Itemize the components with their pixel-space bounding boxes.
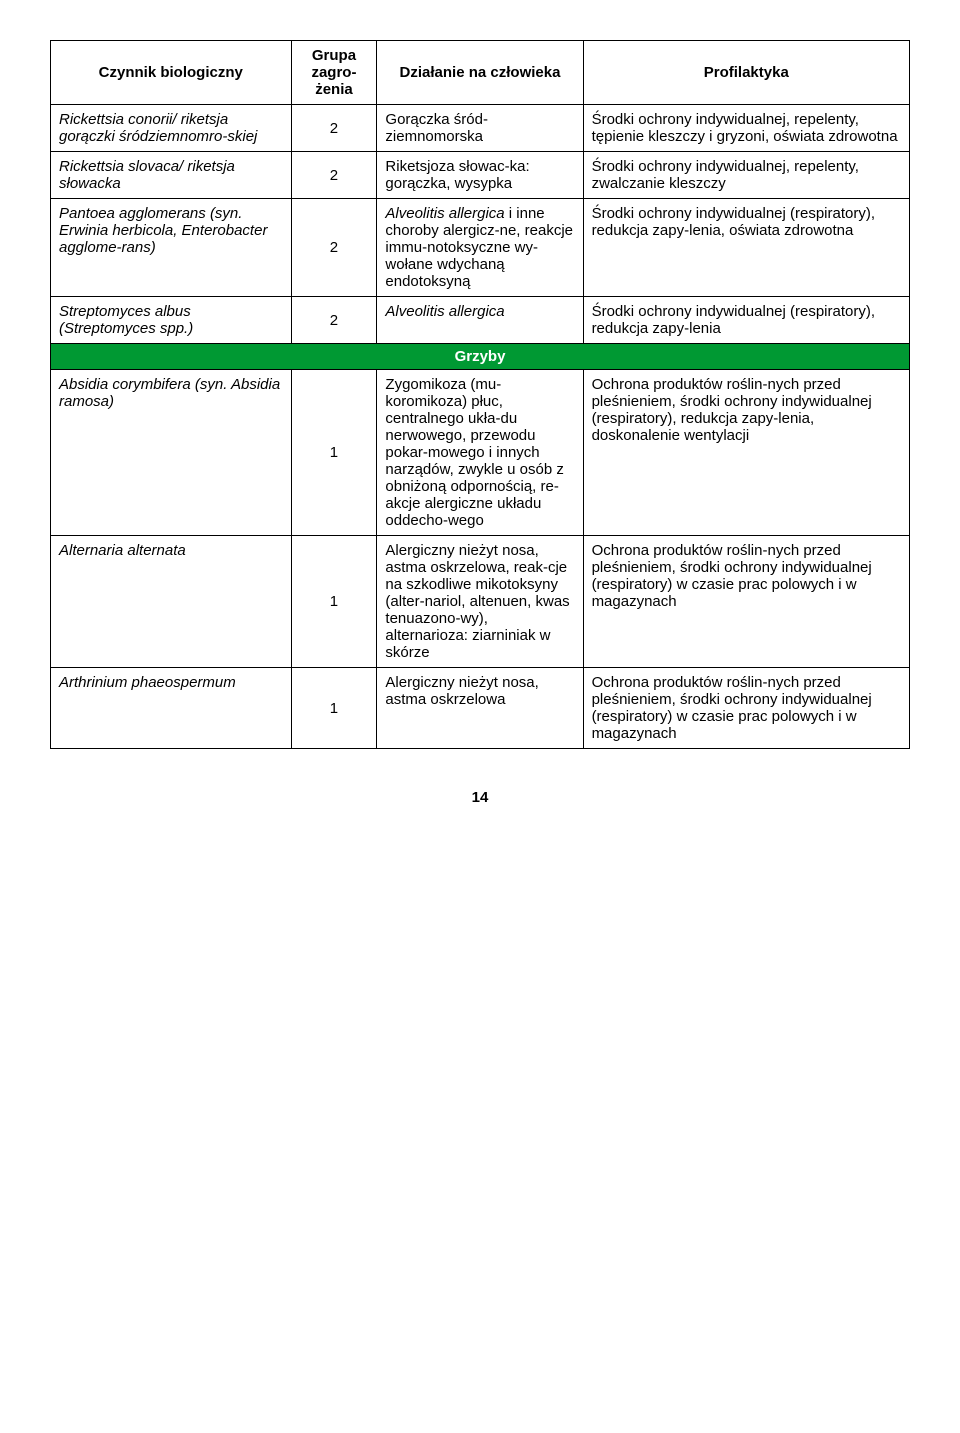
- table-row: Streptomyces albus (Streptomyces spp.)2A…: [51, 297, 910, 344]
- cell-group: 2: [291, 199, 377, 297]
- cell-action: Alveolitis allergica: [377, 297, 583, 344]
- cell-agent: Rickettsia conorii/ riketsja gorączki śr…: [51, 105, 292, 152]
- table-row: Rickettsia slovaca/ riketsja słowacka2Ri…: [51, 152, 910, 199]
- cell-agent: Arthrinium phaeospermum: [51, 668, 292, 749]
- cell-action: Alveolitis allergica i inne choroby aler…: [377, 199, 583, 297]
- cell-prophylaxis: Środki ochrony indywidualnej, repelenty,…: [583, 152, 909, 199]
- section-header-cell: Grzyby: [51, 344, 910, 370]
- cell-group: 2: [291, 297, 377, 344]
- cell-agent: Streptomyces albus (Streptomyces spp.): [51, 297, 292, 344]
- cell-action: Zygomikoza (mu-koromikoza) płuc, central…: [377, 370, 583, 536]
- cell-action: Riketsjoza słowac-ka: gorączka, wysypka: [377, 152, 583, 199]
- table-row: Rickettsia conorii/ riketsja gorączki śr…: [51, 105, 910, 152]
- cell-agent: Absidia corymbifera (syn. Absidia ramosa…: [51, 370, 292, 536]
- cell-prophylaxis: Ochrona produktów roślin-nych przed pleś…: [583, 370, 909, 536]
- header-agent: Czynnik biologiczny: [51, 41, 292, 105]
- header-group: Grupa zagro-żenia: [291, 41, 377, 105]
- table-row: Absidia corymbifera (syn. Absidia ramosa…: [51, 370, 910, 536]
- cell-action: Gorączka śród-ziemnomorska: [377, 105, 583, 152]
- cell-action: Alergiczny nieżyt nosa, astma oskrzelowa…: [377, 536, 583, 668]
- cell-prophylaxis: Ochrona produktów roślin-nych przed pleś…: [583, 536, 909, 668]
- section-header-row: Grzyby: [51, 344, 910, 370]
- cell-prophylaxis: Ochrona produktów roślin-nych przed pleś…: [583, 668, 909, 749]
- page-number: 14: [50, 789, 910, 806]
- cell-agent: Pantoea agglomerans (syn. Erwinia herbic…: [51, 199, 292, 297]
- cell-action: Alergiczny nieżyt nosa, astma oskrzelowa: [377, 668, 583, 749]
- table-row: Arthrinium phaeospermum1Alergiczny nieży…: [51, 668, 910, 749]
- cell-group: 1: [291, 536, 377, 668]
- table-row: Pantoea agglomerans (syn. Erwinia herbic…: [51, 199, 910, 297]
- cell-group: 1: [291, 370, 377, 536]
- bio-agents-table: Czynnik biologiczny Grupa zagro-żenia Dz…: [50, 40, 910, 749]
- table-header-row: Czynnik biologiczny Grupa zagro-żenia Dz…: [51, 41, 910, 105]
- cell-prophylaxis: Środki ochrony indywidualnej (respirator…: [583, 199, 909, 297]
- cell-group: 2: [291, 152, 377, 199]
- cell-agent: Rickettsia slovaca/ riketsja słowacka: [51, 152, 292, 199]
- cell-prophylaxis: Środki ochrony indywidualnej, repelenty,…: [583, 105, 909, 152]
- header-prophylaxis: Profilaktyka: [583, 41, 909, 105]
- cell-prophylaxis: Środki ochrony indywidualnej (respirator…: [583, 297, 909, 344]
- table-row: Alternaria alternata1Alergiczny nieżyt n…: [51, 536, 910, 668]
- cell-group: 2: [291, 105, 377, 152]
- cell-agent: Alternaria alternata: [51, 536, 292, 668]
- cell-group: 1: [291, 668, 377, 749]
- header-action: Działanie na człowieka: [377, 41, 583, 105]
